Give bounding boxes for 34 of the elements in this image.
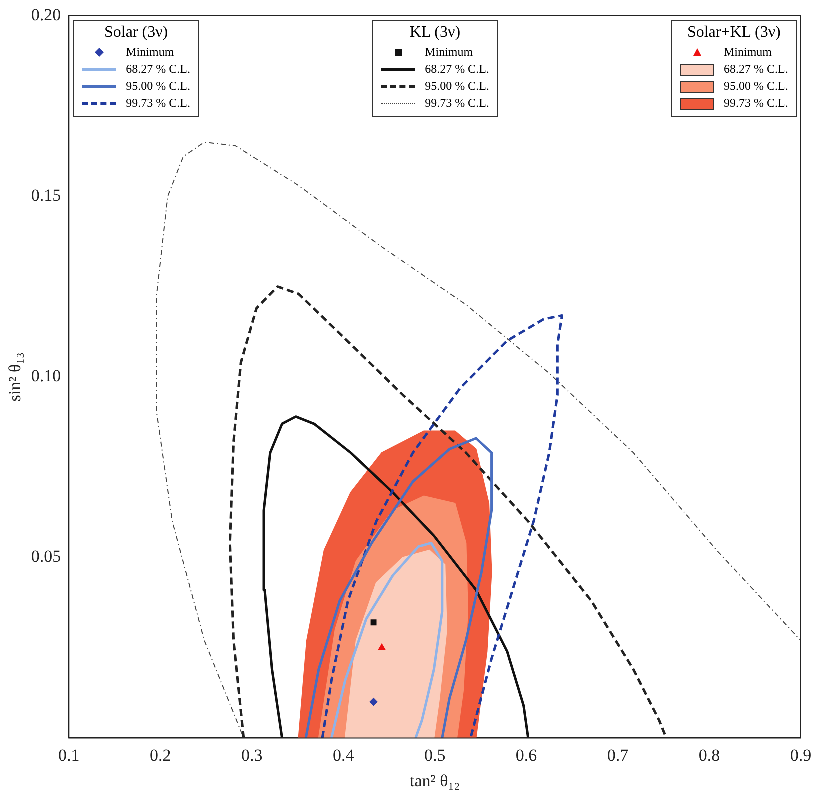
x-tick-label: 0.8 xyxy=(698,746,720,765)
legend-label: 95.00 % C.L. xyxy=(724,79,788,94)
x-tick-label: 0.3 xyxy=(241,746,263,765)
legend-label: 99.73 % C.L. xyxy=(126,96,190,111)
y-axis-title: sin² θ₁₃ xyxy=(6,352,25,402)
x-tick-label: 0.6 xyxy=(516,746,538,765)
text: Solar+KL (3ν) xyxy=(687,24,781,41)
point xyxy=(378,644,386,650)
text: Solar (3ν) xyxy=(104,24,168,41)
y-tick-label: 0.15 xyxy=(31,186,62,206)
legend-label: Minimum xyxy=(126,45,174,60)
legend-label: 68.27 % C.L. xyxy=(126,62,190,77)
legend-label: 95.00 % C.L. xyxy=(425,79,490,94)
legend-label: Minimum xyxy=(425,45,474,60)
text: KL (3ν) xyxy=(410,24,461,41)
line-series xyxy=(321,314,564,738)
x-tick-label: 0.5 xyxy=(424,746,446,765)
legend-label: 68.27 % C.L. xyxy=(724,62,788,77)
x-tick-label: 0.7 xyxy=(607,746,630,765)
legend-label: 95.00 % C.L. xyxy=(126,79,190,94)
y-tick-label: 0.10 xyxy=(31,366,62,386)
point xyxy=(370,620,377,626)
x-tick-label: 0.2 xyxy=(150,746,172,765)
x-axis-title: tan² θ₁₂ xyxy=(410,771,460,790)
legend-label: 99.73 % C.L. xyxy=(425,96,490,111)
legend-label: Minimum xyxy=(724,45,772,60)
x-tick-label: 0.4 xyxy=(332,746,355,765)
x-tick-label: 0.1 xyxy=(58,746,80,765)
x-tick-label: 0.9 xyxy=(790,746,812,765)
y-tick-label: 0.20 xyxy=(31,5,62,24)
point xyxy=(370,698,378,706)
y-tick-label: 0.05 xyxy=(31,547,62,566)
legend-label: 68.27 % C.L. xyxy=(425,62,490,77)
legend-label: 99.73 % C.L. xyxy=(724,96,788,111)
